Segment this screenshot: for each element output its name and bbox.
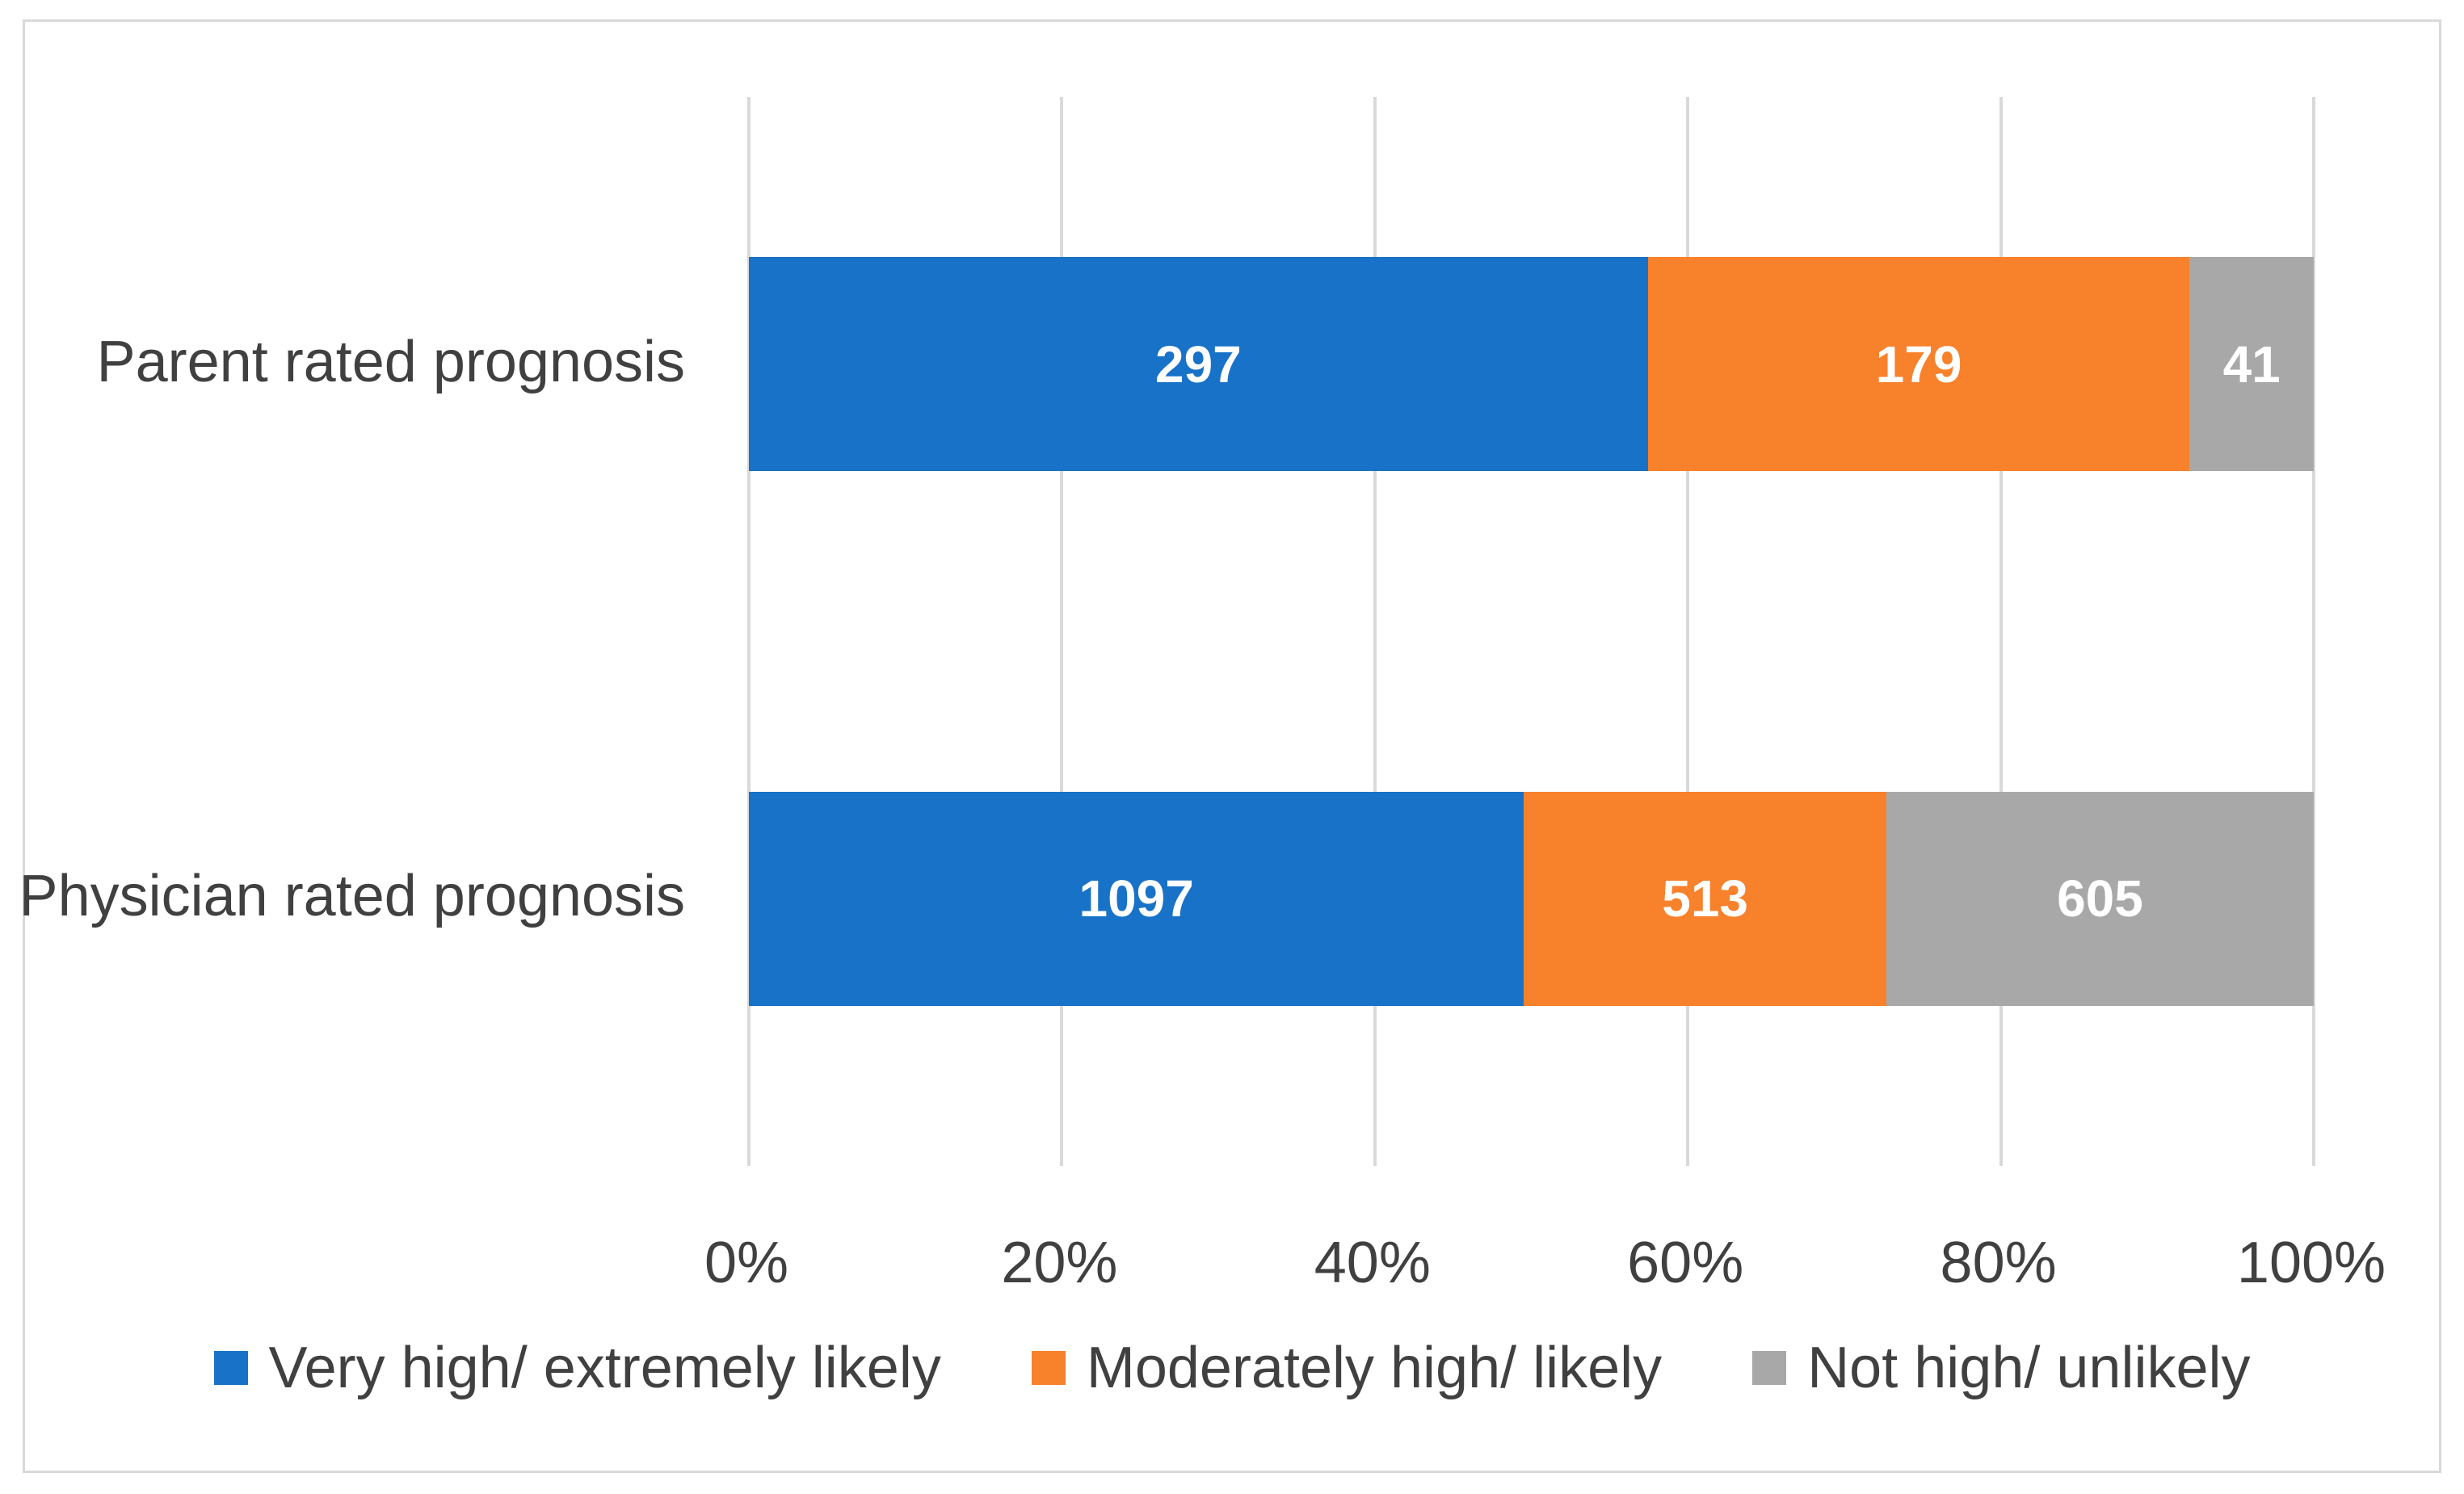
legend-swatch-icon-very-high-extremely-likely <box>213 1351 248 1385</box>
bar-segment-parent-rated-prognosis-moderately-high-likely: 179 <box>1647 257 2190 472</box>
data-label-physician-rated-prognosis-not-high-unlikely: 605 <box>2057 869 2143 928</box>
gridline-80 <box>1999 97 2003 1166</box>
x-tick-label-60: 60% <box>1627 1231 1744 1295</box>
x-tick-label-0: 0% <box>704 1231 789 1295</box>
gridline-0 <box>747 97 751 1166</box>
data-label-parent-rated-prognosis-very-high-extremely-likely: 297 <box>1154 335 1242 393</box>
figure-frame: 297 179 41 1097 513 605 <box>23 19 2441 1473</box>
gridline-100 <box>2312 97 2315 1166</box>
x-tick-label-100: 100% <box>2236 1231 2386 1295</box>
legend-item-very-high-extremely-likely: Very high/ extremely likely <box>213 1335 941 1401</box>
legend-swatch-icon-moderately-high-likely <box>1031 1351 1066 1385</box>
category-label-physician-rated-prognosis: Physician rated prognosis <box>19 864 685 929</box>
category-label-parent-rated-prognosis: Parent rated prognosis <box>96 329 685 394</box>
legend-label-not-high-unlikely: Not high/ unlikely <box>1807 1336 2251 1400</box>
data-label-parent-rated-prognosis-not-high-unlikely: 41 <box>2222 335 2281 393</box>
bar-segment-parent-rated-prognosis-not-high-unlikely: 41 <box>2189 257 2314 472</box>
data-label-parent-rated-prognosis-moderately-high-likely: 179 <box>1875 335 1962 393</box>
data-label-physician-rated-prognosis-moderately-high-likely: 513 <box>1662 869 1748 928</box>
gridline-40 <box>1373 97 1377 1166</box>
legend-swatch-icon-not-high-unlikely <box>1752 1351 1787 1385</box>
legend-item-not-high-unlikely: Not high/ unlikely <box>1752 1335 2250 1401</box>
bar-segment-physician-rated-prognosis-moderately-high-likely: 513 <box>1524 791 1886 1006</box>
data-label-physician-rated-prognosis-very-high-extremely-likely: 1097 <box>1079 869 1194 928</box>
legend-label-very-high-extremely-likely: Very high/ extremely likely <box>268 1336 941 1400</box>
x-tick-label-20: 20% <box>1001 1231 1118 1295</box>
x-tick-label-40: 40% <box>1314 1231 1431 1295</box>
legend: Very high/ extremely likely Moderately hi… <box>0 1335 2464 1401</box>
bar-segment-physician-rated-prognosis-not-high-unlikely: 605 <box>1886 791 2314 1006</box>
x-tick-label-80: 80% <box>1940 1231 2057 1295</box>
gridline-20 <box>1060 97 1064 1166</box>
gridline-60 <box>1686 97 1690 1166</box>
legend-label-moderately-high-likely: Moderately high/ likely <box>1086 1336 1663 1400</box>
bar-segment-physician-rated-prognosis-very-high-extremely-likely: 1097 <box>749 791 1524 1006</box>
bar-segment-parent-rated-prognosis-very-high-extremely-likely: 297 <box>749 257 1648 472</box>
legend-item-moderately-high-likely: Moderately high/ likely <box>1031 1335 1663 1401</box>
